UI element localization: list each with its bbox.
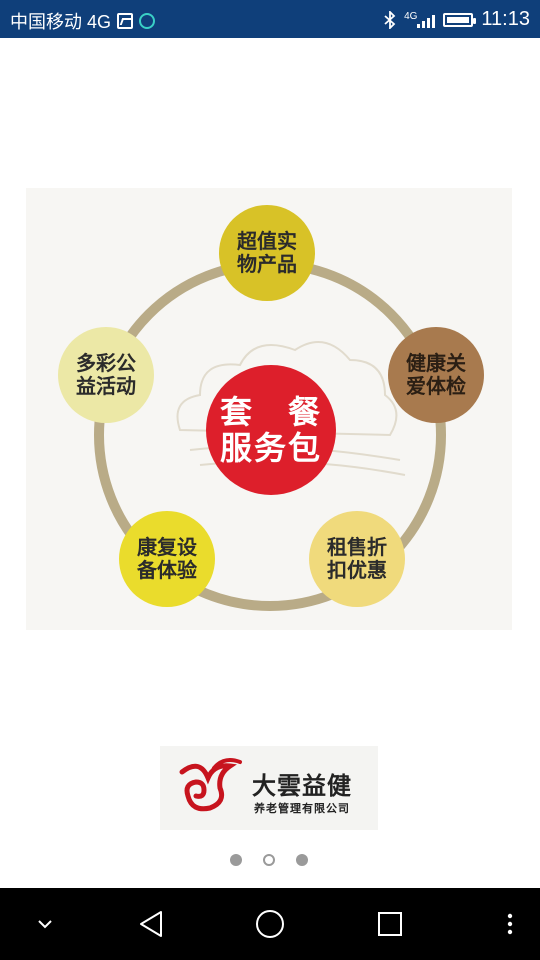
bluetooth-icon — [384, 10, 396, 29]
logo-title: 大雲益健 — [252, 771, 352, 800]
battery-icon — [443, 12, 477, 27]
carrier-label: 中国移动 4G — [10, 12, 112, 32]
network-type-label: 4G — [404, 10, 418, 22]
back-icon — [140, 911, 162, 937]
recents-icon — [378, 912, 402, 936]
center-line2: 服务包 — [219, 429, 322, 467]
center-line1: 套 餐 — [219, 393, 322, 431]
signal-icon — [417, 12, 436, 28]
back-button[interactable] — [124, 888, 178, 960]
chevron-down-icon — [38, 920, 52, 929]
logo-subtitle: 养老管理有限公司 — [254, 802, 350, 815]
node-products-line1: 超值实 — [237, 229, 297, 253]
node-activities-line2: 益活动 — [76, 374, 136, 398]
clock: 11:13 — [481, 8, 530, 30]
status-left: 中国移动 4G — [10, 8, 156, 34]
home-icon — [256, 910, 284, 938]
node-discount-line2: 扣优惠 — [327, 558, 387, 582]
status-bar: 中国移动 4G 4G 11:13 — [0, 0, 540, 38]
page-indicator — [230, 854, 308, 866]
node-health-check: 健康关 爱体检 — [388, 327, 484, 423]
navigation-bar — [0, 888, 540, 960]
node-rehab-line2: 备体验 — [137, 558, 197, 582]
status-right: 4G 11:13 — [384, 8, 530, 31]
node-discount-line1: 租售折 — [327, 535, 387, 559]
node-discount: 租售折 扣优惠 — [309, 511, 405, 607]
node-activities: 多彩公 益活动 — [58, 327, 154, 423]
more-options-button[interactable] — [492, 888, 528, 960]
nav-chevron-button[interactable] — [22, 888, 68, 960]
image-notification-icon — [117, 13, 134, 29]
home-button[interactable] — [243, 888, 297, 960]
node-rehab: 康复设 备体验 — [119, 511, 215, 607]
page-dot-2-active[interactable] — [263, 854, 275, 866]
recents-button[interactable] — [363, 888, 417, 960]
node-rehab-line1: 康复设 — [137, 535, 197, 559]
node-health-line2: 爱体检 — [406, 374, 466, 398]
logo-mark-icon — [179, 758, 242, 812]
more-icon — [507, 913, 513, 935]
android-notification-icon — [139, 13, 156, 29]
node-products-line2: 物产品 — [237, 252, 297, 276]
center-package: 套 餐服务包 — [206, 365, 336, 495]
page-dot-1[interactable] — [230, 854, 242, 866]
page-dot-3[interactable] — [296, 854, 308, 866]
node-activities-line1: 多彩公 — [76, 351, 136, 375]
node-health-line1: 健康关 — [406, 351, 466, 375]
node-products: 超值实 物产品 — [219, 205, 315, 301]
company-logo: 大雲益健 养老管理有限公司 — [160, 746, 378, 830]
